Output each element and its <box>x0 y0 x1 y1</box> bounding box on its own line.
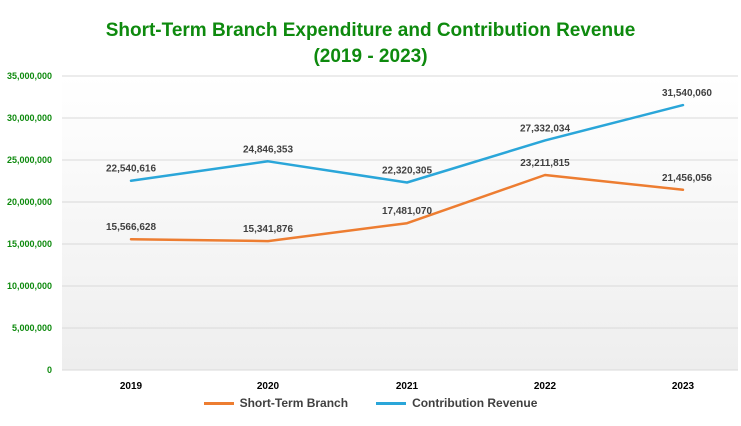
y-axis-ticks: 0 5,000,000 10,000,000 15,000,000 20,000,000… <box>7 71 52 375</box>
y-tick-label: 25,000,000 <box>7 155 52 165</box>
series-lines <box>129 103 685 243</box>
gridlines <box>62 75 738 371</box>
x-tick-label: 2019 <box>120 381 143 392</box>
data-label: 31,540,060 <box>662 88 712 99</box>
legend-label: Contribution Revenue <box>412 396 538 410</box>
legend-item-contribution-revenue: Contribution Revenue <box>376 396 537 410</box>
y-tick-label: 5,000,000 <box>12 323 52 333</box>
data-label: 22,540,616 <box>106 164 156 175</box>
data-label: 15,341,876 <box>243 224 293 235</box>
series-line <box>129 103 685 184</box>
legend-swatch-blue <box>376 401 407 405</box>
data-label: 21,456,056 <box>662 173 712 184</box>
data-label: 23,211,815 <box>520 158 570 169</box>
data-label: 27,332,034 <box>520 123 570 134</box>
y-tick-label: 30,000,000 <box>7 113 52 123</box>
data-label: 17,481,070 <box>382 206 432 217</box>
legend-item-short-term-branch: Short-Term Branch <box>203 396 349 410</box>
x-tick-label: 2020 <box>257 381 280 392</box>
data-label: 24,846,353 <box>243 144 293 155</box>
x-tick-label: 2022 <box>534 381 557 392</box>
x-tick-label: 2023 <box>672 381 695 392</box>
legend-label: Short-Term Branch <box>239 396 349 410</box>
chart-title: Short-Term Branch Expenditure and Contri… <box>105 20 636 41</box>
legend: Short-Term Branch Contribution Revenue <box>0 396 741 410</box>
data-label: 15,566,628 <box>106 222 156 233</box>
y-tick-label: 20,000,000 <box>7 197 52 207</box>
y-tick-label: 10,000,000 <box>7 281 52 291</box>
x-axis-ticks: 2019 2020 2021 2022 2023 <box>120 381 695 392</box>
chart-title-block: Short-Term Branch Expenditure and Contri… <box>0 18 741 70</box>
chart-subtitle: (2019 - 2023) <box>313 46 428 67</box>
y-tick-label: 15,000,000 <box>7 239 52 249</box>
data-label: 22,320,305 <box>382 166 432 177</box>
data-labels: 15,566,628 15,341,876 17,481,070 23,211,815… <box>106 88 712 235</box>
y-tick-label: 35,000,000 <box>7 71 52 81</box>
y-tick-label: 0 <box>47 365 52 375</box>
series-line <box>129 173 685 243</box>
legend-swatch-orange <box>203 401 234 405</box>
x-tick-label: 2021 <box>396 381 419 392</box>
